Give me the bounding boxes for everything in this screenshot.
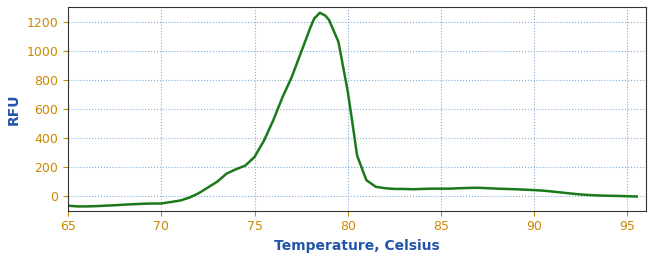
X-axis label: Temperature, Celsius: Temperature, Celsius bbox=[274, 239, 440, 253]
Y-axis label: RFU: RFU bbox=[7, 93, 21, 125]
